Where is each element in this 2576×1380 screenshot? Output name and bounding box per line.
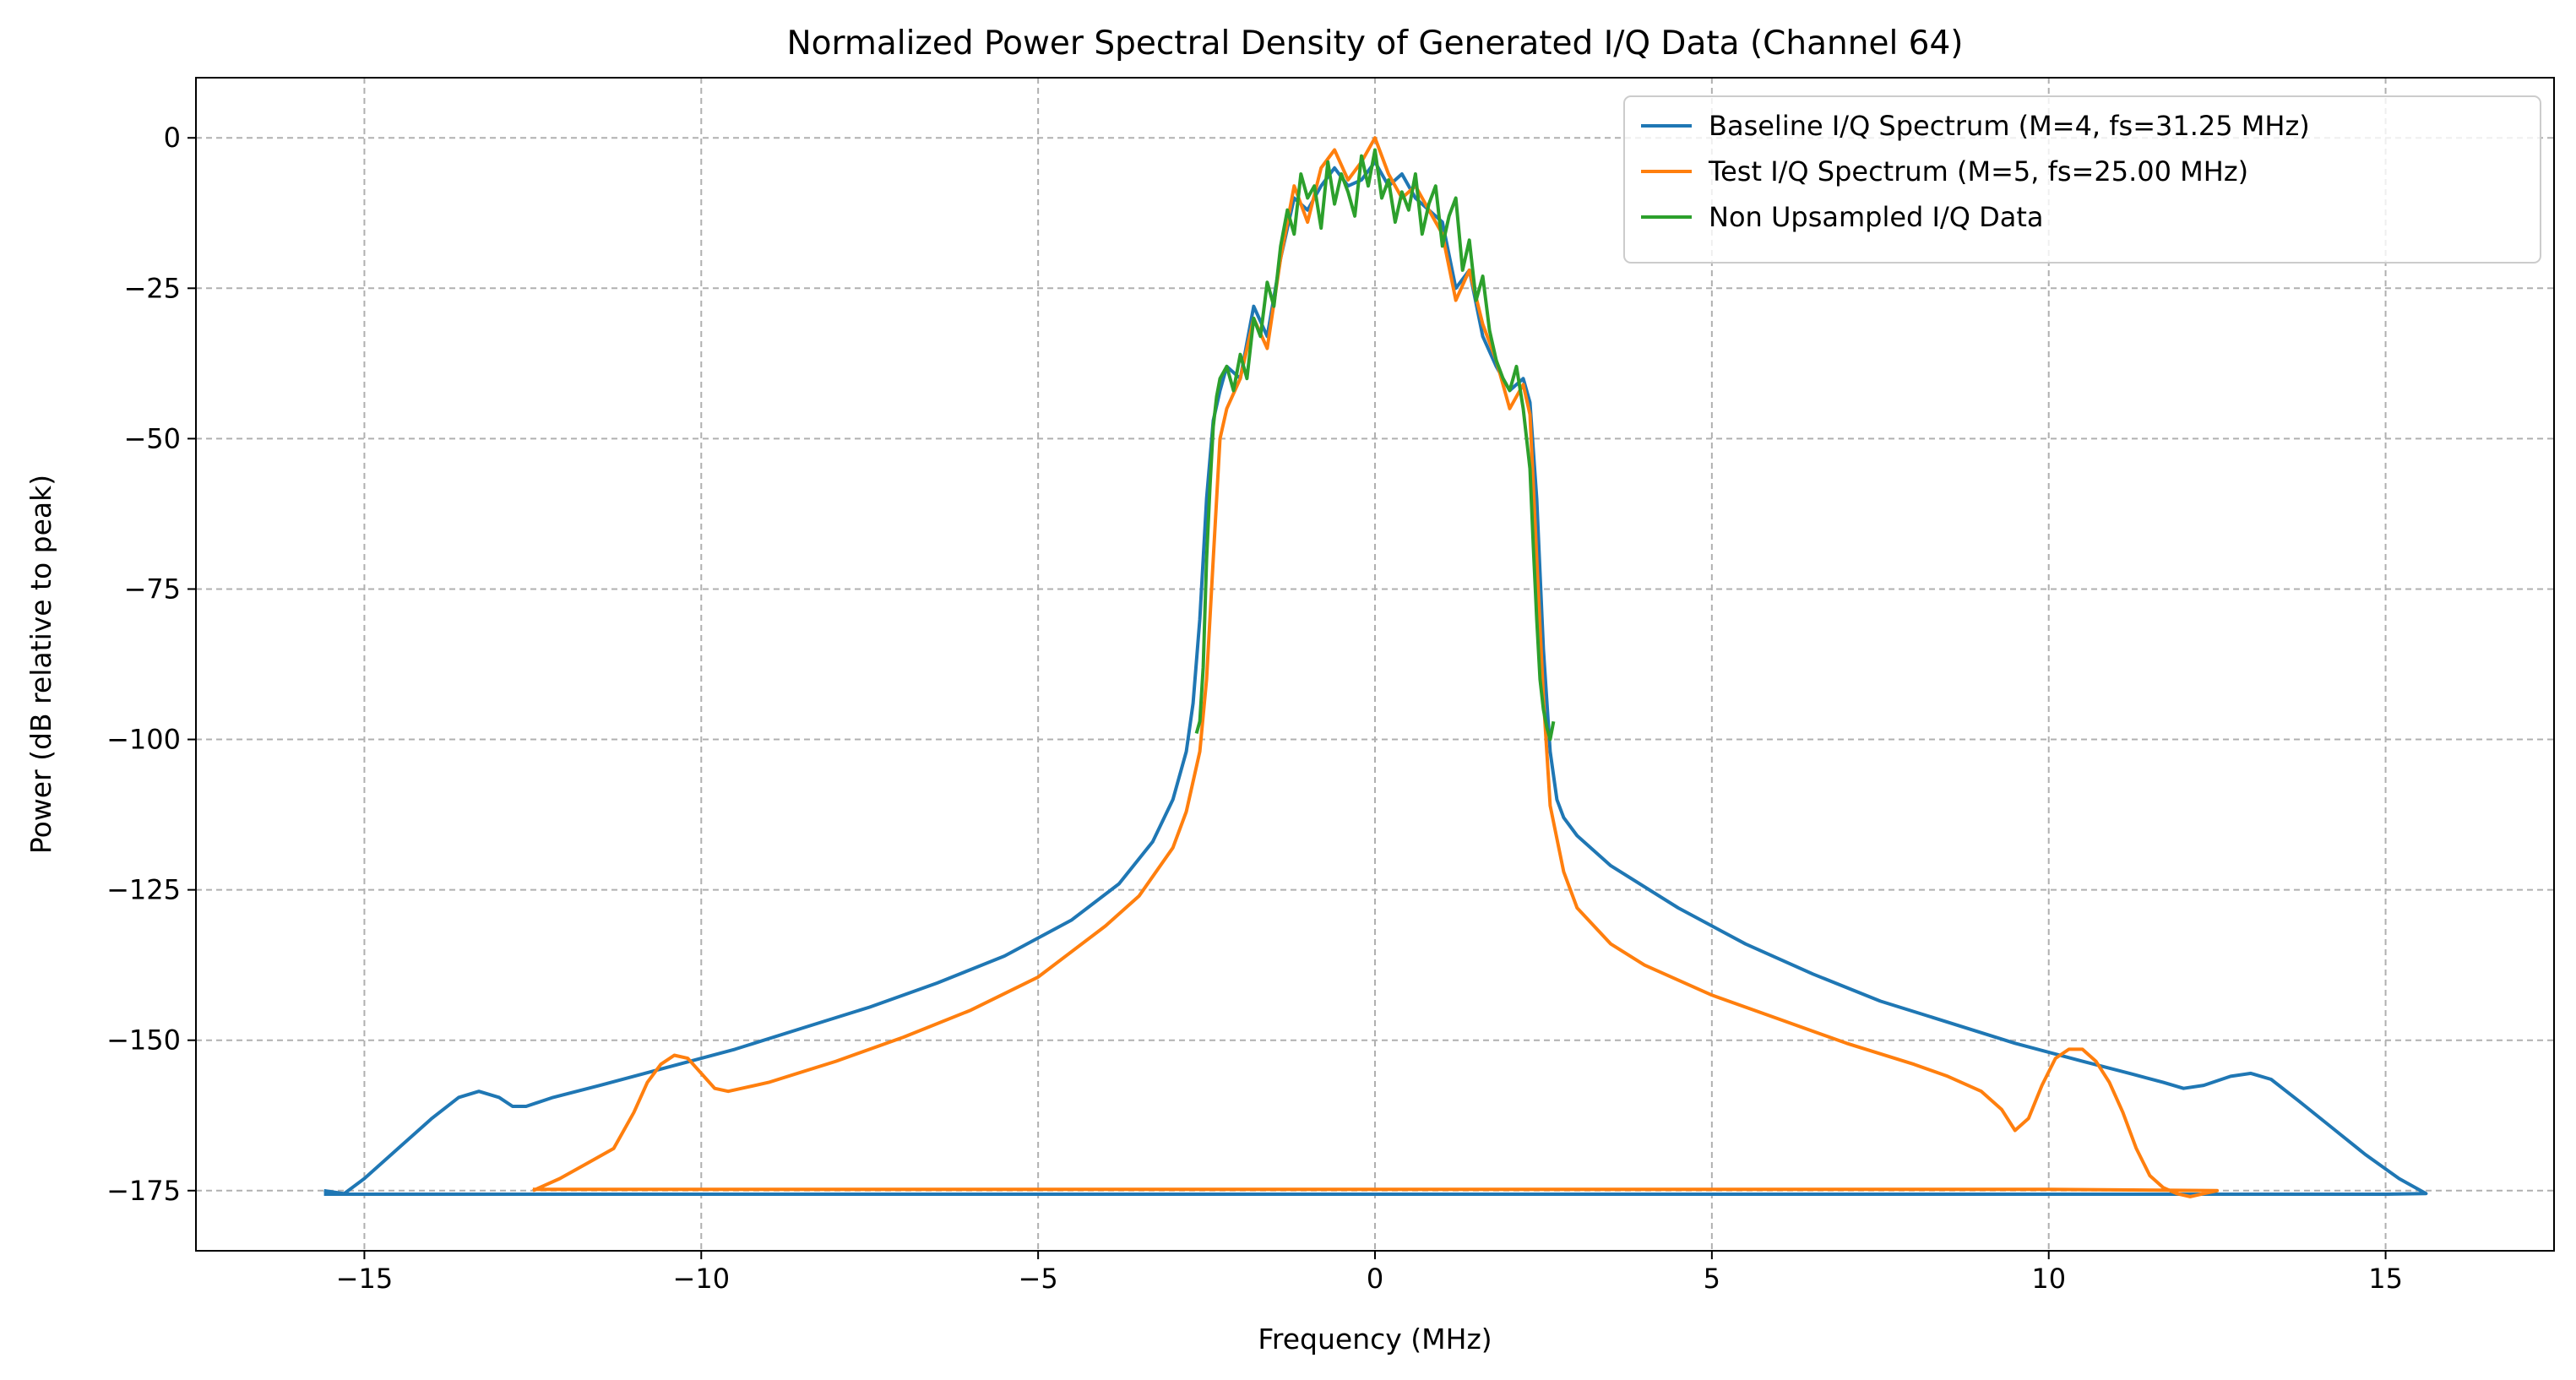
y-tick-label: −75	[123, 573, 181, 605]
legend-label-1: Baseline I/Q Spectrum (M=4, fs=31.25 MHz…	[1709, 110, 2310, 142]
x-tick-label: 0	[1367, 1263, 1383, 1295]
y-tick-label: −100	[106, 724, 181, 756]
legend-label-2: Test I/Q Spectrum (M=5, fs=25.00 MHz)	[1708, 155, 2248, 187]
series-line-2	[532, 136, 2220, 1198]
y-tick-label: −125	[106, 874, 181, 906]
series-line-1	[323, 160, 2428, 1196]
legend-label-3: Non Upsampled I/Q Data	[1709, 201, 2044, 233]
legend: Baseline I/Q Spectrum (M=4, fs=31.25 MHz…	[1623, 95, 2541, 264]
x-axis-label: Frequency (MHz)	[1258, 1323, 1492, 1356]
x-tick-label: 10	[2031, 1263, 2066, 1295]
series-layer	[323, 136, 2428, 1198]
ticks: −15 −10 −5 0 5 10 150−25−50−75−100−125−150−175	[106, 122, 2403, 1295]
x-tick-label: 15	[2368, 1263, 2403, 1295]
x-tick-label: −5	[1019, 1263, 1058, 1295]
y-tick-label: 0	[164, 122, 181, 154]
series-line-3	[1194, 148, 1556, 742]
chart-title: Normalized Power Spectral Density of Gen…	[786, 24, 1963, 62]
y-tick-label: −175	[106, 1175, 181, 1207]
x-tick-label: −10	[673, 1263, 731, 1295]
legend-box	[1623, 95, 2541, 264]
y-tick-label: −25	[123, 272, 181, 304]
y-axis-label: Power (dB relative to peak)	[24, 475, 57, 854]
y-tick-label: −50	[123, 422, 181, 454]
x-tick-label: 5	[1704, 1263, 1720, 1295]
y-tick-label: −150	[106, 1024, 181, 1057]
x-tick-label: −15	[336, 1263, 394, 1295]
